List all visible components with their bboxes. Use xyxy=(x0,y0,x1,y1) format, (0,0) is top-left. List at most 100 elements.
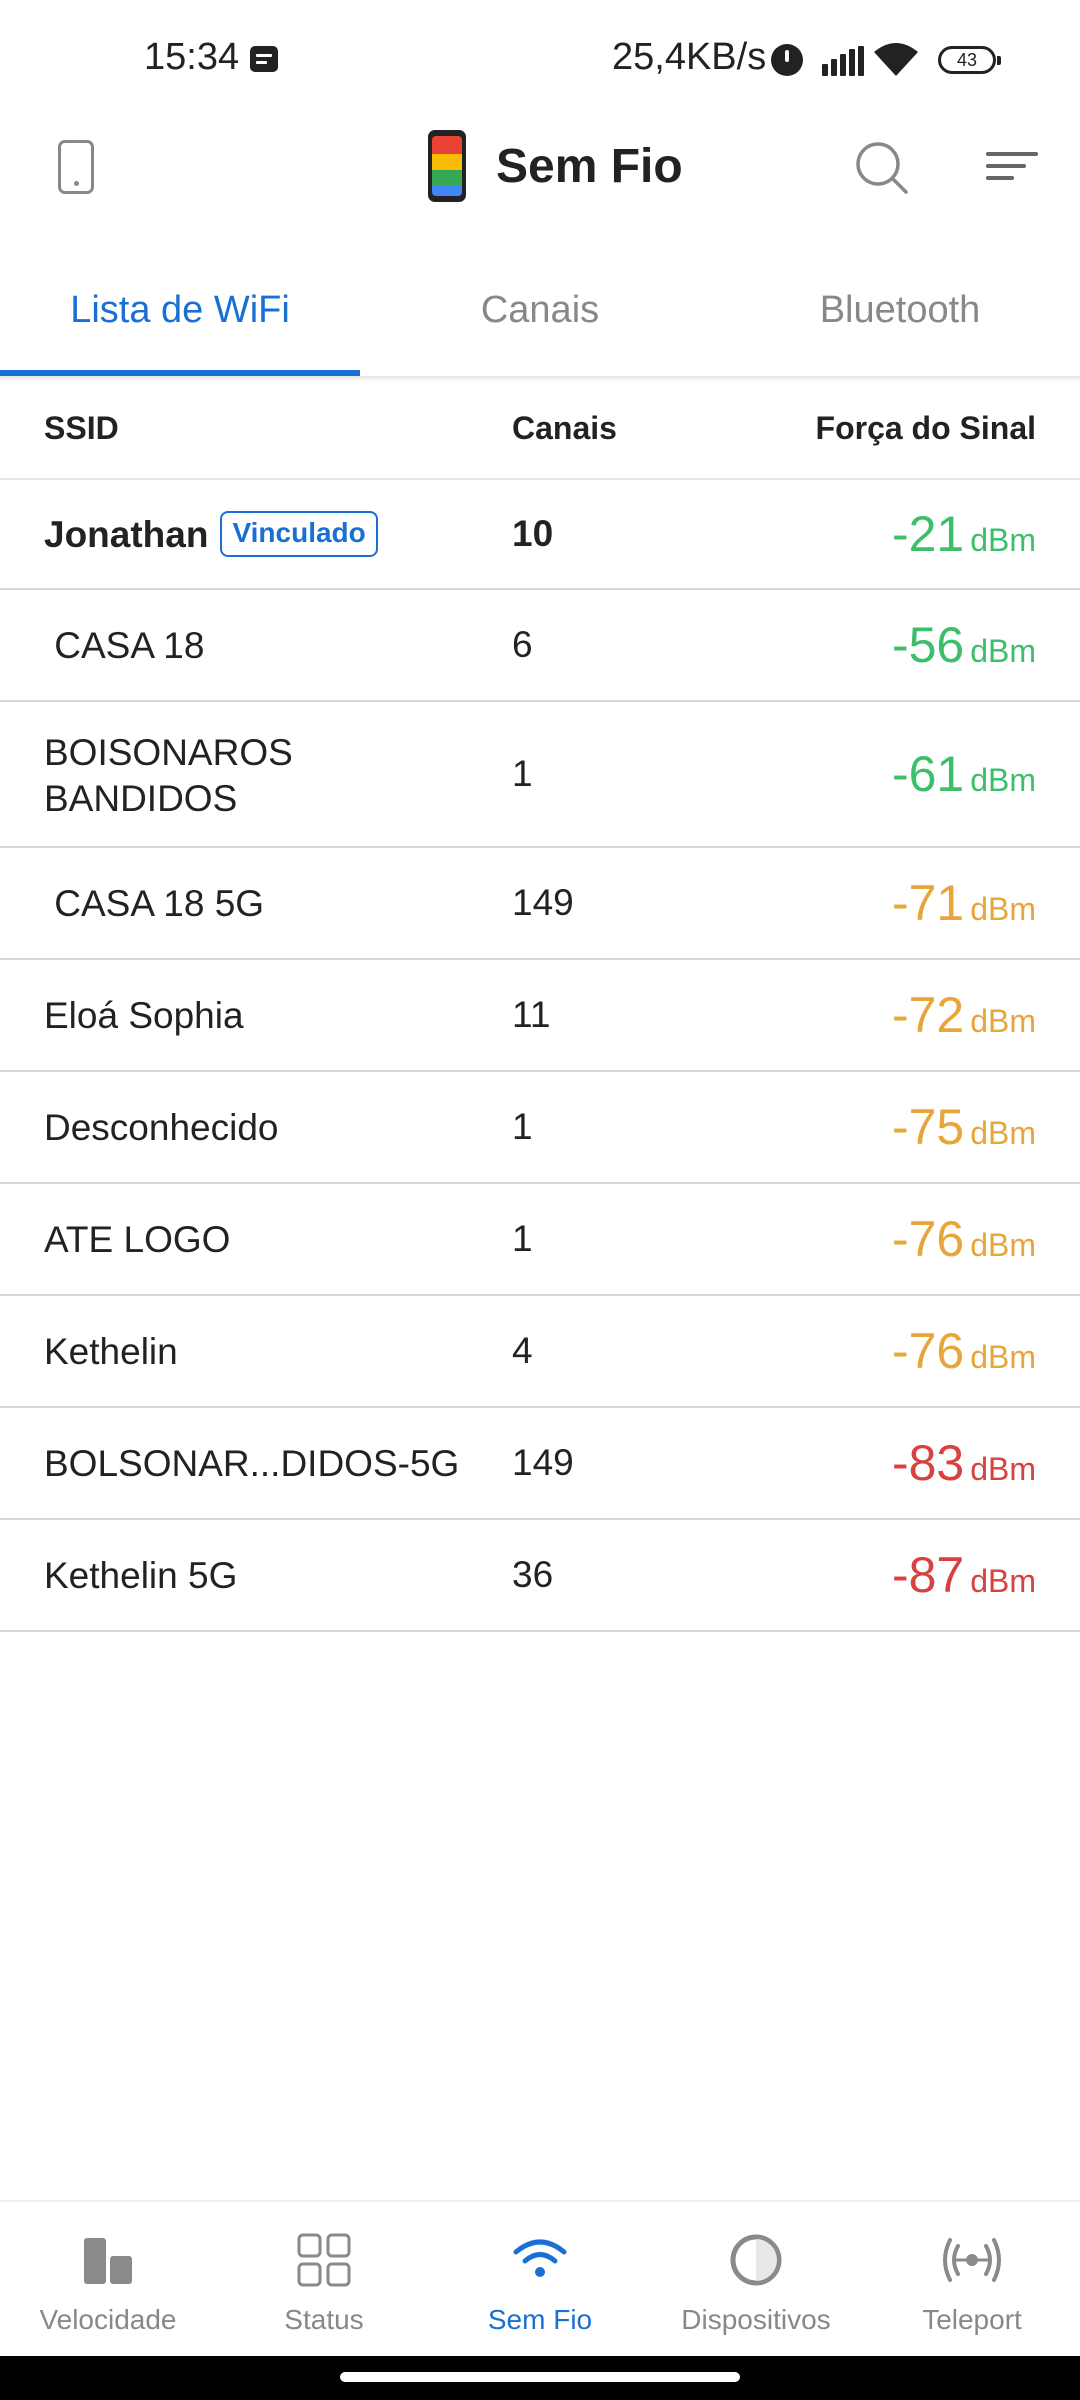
network-channel: 11 xyxy=(512,994,551,1035)
network-channel: 1 xyxy=(512,1218,533,1259)
signal-strength: -76 dBm xyxy=(892,1210,1036,1268)
signal-value: -76 xyxy=(891,1211,965,1267)
nav-label: Teleport xyxy=(922,2304,1022,2335)
signal-unit: dBm xyxy=(970,1339,1036,1375)
header-channel[interactable]: Canais xyxy=(512,410,617,446)
signal-value: -71 xyxy=(891,875,965,931)
bottom-navigation: Velocidade Status Sem Fio Dispositivos xyxy=(0,2200,1080,2356)
phone-icon[interactable] xyxy=(58,140,94,194)
nav-status[interactable]: Status xyxy=(216,2202,432,2358)
wifi-network-row[interactable]: ATE LOGO 1 -76 dBm xyxy=(0,1184,1080,1296)
sort-icon[interactable] xyxy=(986,146,1040,186)
wifi-network-row[interactable]: BOISONAROS BANDIDOS 1 -61 dBm xyxy=(0,702,1080,848)
signal-value: -21 xyxy=(891,506,965,562)
network-ssid-text: BOISONAROS BANDIDOS xyxy=(44,732,304,819)
signal-unit: dBm xyxy=(970,762,1036,798)
signal-strength: -87 dBm xyxy=(892,1546,1036,1604)
wifi-network-row[interactable]: Desconhecido 1 -75 dBm xyxy=(0,1072,1080,1184)
system-navigation-bar xyxy=(0,2356,1080,2400)
signal-value: -83 xyxy=(891,1435,965,1491)
network-channel: 36 xyxy=(512,1554,554,1595)
tab-label: Lista de WiFi xyxy=(70,289,290,331)
network-ssid: Kethelin 5G xyxy=(44,1553,237,1599)
signal-unit: dBm xyxy=(970,1227,1036,1263)
status-time: 15:34 xyxy=(144,36,240,78)
wifi-network-row[interactable]: CASA 18 5G 149 -71 dBm xyxy=(0,848,1080,960)
network-ssid-text: BOLSONAR...DIDOS-5G xyxy=(44,1443,460,1484)
network-channel: 1 xyxy=(512,1106,533,1147)
signal-strength: -61 dBm xyxy=(892,745,1036,803)
network-ssid: Desconhecido xyxy=(44,1105,278,1151)
status-bar: 15:34 25,4KB/s 43 xyxy=(0,0,1080,120)
nav-devices[interactable]: Dispositivos xyxy=(648,2202,864,2358)
tab-channels[interactable]: Canais xyxy=(360,260,720,376)
nav-teleport[interactable]: Teleport xyxy=(864,2202,1080,2358)
brand-logo-icon xyxy=(428,130,466,202)
signal-strength: -76 dBm xyxy=(892,1322,1036,1380)
network-channel: 1 xyxy=(512,753,533,794)
page-title: Sem Fio xyxy=(496,140,683,193)
app-bar: Sem Fio xyxy=(0,120,1080,290)
nav-speed[interactable]: Velocidade xyxy=(0,2202,216,2358)
nav-label: Status xyxy=(284,2304,364,2335)
network-ssid-text: Kethelin xyxy=(44,1331,178,1372)
signal-value: -87 xyxy=(891,1547,965,1603)
speed-bars-icon xyxy=(84,2238,132,2284)
wifi-status-icon xyxy=(874,43,918,76)
signal-value: -61 xyxy=(891,746,965,802)
network-channel: 4 xyxy=(512,1330,533,1371)
header-signal[interactable]: Força do Sinal xyxy=(815,410,1036,446)
tab-label: Canais xyxy=(480,289,600,331)
wifi-network-row[interactable]: Kethelin 4 -76 dBm xyxy=(0,1296,1080,1408)
signal-unit: dBm xyxy=(970,1451,1036,1487)
wifi-network-row[interactable]: Jonathan Vinculado 10 -21 dBm xyxy=(0,480,1080,590)
wifi-list: Jonathan Vinculado 10 -21 dBm CASA 18 6 -56 dBm… xyxy=(0,480,1080,1632)
network-ssid-text: Eloá Sophia xyxy=(44,995,244,1036)
nav-label: Sem Fio xyxy=(487,2304,593,2335)
network-ssid-text: Jonathan xyxy=(44,514,209,555)
network-ssid-text: CASA 18 xyxy=(44,625,205,666)
teleport-icon xyxy=(943,2238,1001,2282)
signal-unit: dBm xyxy=(970,1115,1036,1151)
wifi-network-row[interactable]: CASA 18 6 -56 dBm xyxy=(0,590,1080,702)
signal-unit: dBm xyxy=(970,1003,1036,1039)
header-ssid[interactable]: SSID xyxy=(44,410,119,446)
network-ssid: ATE LOGO xyxy=(44,1217,230,1263)
signal-value: -72 xyxy=(891,987,965,1043)
wifi-network-row[interactable]: Kethelin 5G 36 -87 dBm xyxy=(0,1520,1080,1632)
devices-circle-icon xyxy=(730,2234,782,2286)
grid-icon xyxy=(297,2233,351,2287)
tab-label: Bluetooth xyxy=(819,289,981,331)
network-ssid-text: Kethelin 5G xyxy=(44,1555,238,1596)
signal-unit: dBm xyxy=(970,522,1036,558)
signal-value: -56 xyxy=(891,617,965,673)
signal-value: -76 xyxy=(891,1323,965,1379)
tab-bar: Lista de WiFi Canais Bluetooth xyxy=(0,260,1080,376)
home-gesture-bar[interactable] xyxy=(340,2372,740,2382)
tab-bluetooth[interactable]: Bluetooth xyxy=(720,260,1080,376)
signal-value: -75 xyxy=(891,1099,965,1155)
wifi-icon xyxy=(513,2239,567,2277)
tab-indicator xyxy=(0,370,360,376)
signal-strength: -71 dBm xyxy=(892,874,1036,932)
nav-wireless[interactable]: Sem Fio xyxy=(432,2202,648,2358)
nav-label: Velocidade xyxy=(39,2304,177,2335)
signal-strength: -75 dBm xyxy=(892,1098,1036,1156)
network-ssid-text: Desconhecido xyxy=(44,1107,279,1148)
wifi-network-row[interactable]: BOLSONAR...DIDOS-5G 149 -83 dBm xyxy=(0,1408,1080,1520)
network-channel: 10 xyxy=(512,513,554,554)
linked-badge: Vinculado xyxy=(220,511,378,558)
table-header: SSID Canais Força do Sinal xyxy=(0,382,1080,480)
signal-unit: dBm xyxy=(970,633,1036,669)
network-ssid: CASA 18 5G xyxy=(44,881,264,927)
nav-label: Dispositivos xyxy=(681,2304,831,2335)
notification-icon xyxy=(250,46,278,72)
network-ssid-text: CASA 18 5G xyxy=(44,883,265,924)
tab-wifi-list[interactable]: Lista de WiFi xyxy=(0,260,360,376)
search-icon[interactable] xyxy=(854,140,910,196)
signal-strength: -83 dBm xyxy=(892,1434,1036,1492)
cell-signal-icon xyxy=(822,46,864,76)
signal-unit: dBm xyxy=(970,1563,1036,1599)
wifi-network-row[interactable]: Eloá Sophia 11 -72 dBm xyxy=(0,960,1080,1072)
network-channel: 6 xyxy=(512,624,533,665)
